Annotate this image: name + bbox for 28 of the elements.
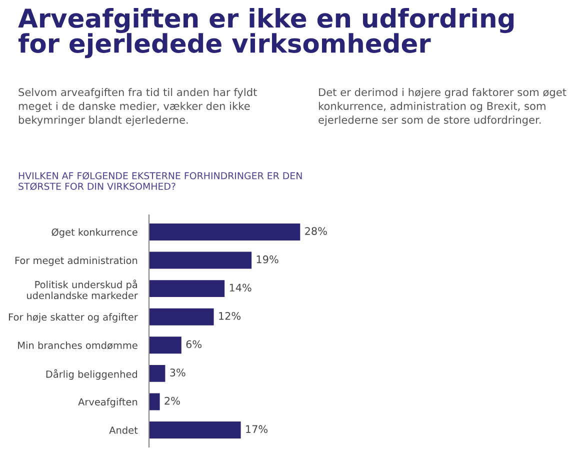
- data-label: 17%: [246, 425, 268, 434]
- bar: [149, 422, 241, 439]
- bar: [149, 393, 160, 410]
- bar: [149, 364, 166, 382]
- y-tick-label: Politisk underskud på udenlandske markeder: [26, 280, 138, 300]
- chart-subtitle: HVILKEN AF FØLGENDE EKSTERNE FORHINDRINGER ER DEN STØRSTE FOR DIN VIRKSOMHED?: [18, 172, 302, 190]
- text: Selvom arveafgiften fra tid til anden har fyldt meget i de danske medier, vækker den ikke bekymringer blandt ejerlederne.: [18, 88, 257, 126]
- data-label: 3%: [170, 368, 186, 376]
- y-tick-label: Øget konkurrence: [52, 228, 138, 238]
- text: Det er derimod i højere grad faktorer som øget konkurrence, administration og Brexit, som ejerlederne ser som de store udfordringer.: [318, 88, 566, 126]
- data-label: 2%: [164, 396, 180, 405]
- bar: [149, 280, 225, 298]
- y-tick-label: Arveafgiften: [78, 398, 138, 408]
- data-label: 28%: [305, 227, 327, 235]
- y-tick-label: For høje skatter og afgifter: [9, 313, 138, 323]
- data-label: 14%: [230, 284, 252, 292]
- y-tick-label: Dårlig beliggenhed: [46, 369, 137, 380]
- chart-title: Arveafgiften er ikke en udfordring for ejerledede virksomheder: [18, 8, 514, 58]
- y-tick-label: Andet: [109, 426, 138, 434]
- y-tick-label: Min branches omdømme: [18, 341, 138, 350]
- data-label: 6%: [186, 340, 202, 348]
- bar: [149, 308, 214, 326]
- bar: [149, 336, 182, 354]
- y-tick-label: For meget administration: [15, 256, 138, 266]
- bar: [149, 252, 252, 269]
- data-label: 12%: [219, 312, 241, 320]
- bar: [149, 223, 300, 240]
- data-label: 19%: [256, 255, 278, 264]
